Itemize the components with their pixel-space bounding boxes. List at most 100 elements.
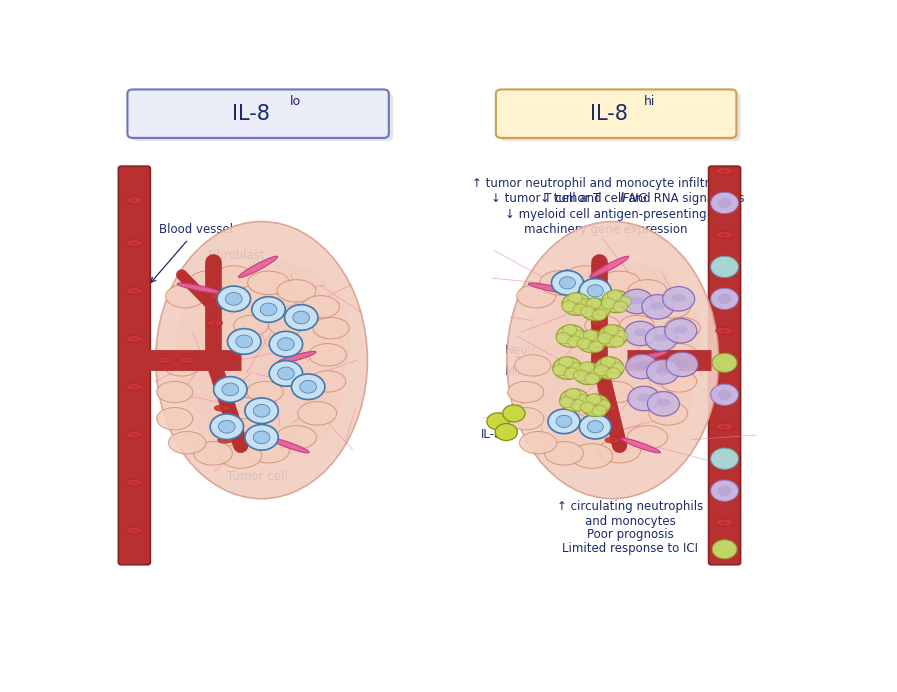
Ellipse shape xyxy=(721,233,727,236)
Circle shape xyxy=(710,448,738,469)
Circle shape xyxy=(553,357,582,379)
Ellipse shape xyxy=(185,359,190,361)
Circle shape xyxy=(579,362,594,373)
Text: Monocyte: Monocyte xyxy=(505,358,635,378)
Text: IL-8: IL-8 xyxy=(590,104,628,124)
Ellipse shape xyxy=(569,264,700,417)
Ellipse shape xyxy=(309,344,346,366)
Circle shape xyxy=(568,336,582,347)
FancyBboxPatch shape xyxy=(496,89,736,138)
Ellipse shape xyxy=(675,357,690,363)
Circle shape xyxy=(604,325,619,336)
Circle shape xyxy=(559,356,573,367)
Ellipse shape xyxy=(598,381,634,403)
Ellipse shape xyxy=(132,199,137,201)
Circle shape xyxy=(213,376,247,402)
Ellipse shape xyxy=(214,405,230,411)
Circle shape xyxy=(601,298,616,309)
Ellipse shape xyxy=(132,529,137,532)
Ellipse shape xyxy=(277,280,316,302)
Ellipse shape xyxy=(247,381,283,403)
Circle shape xyxy=(292,311,309,324)
Ellipse shape xyxy=(132,385,137,388)
Circle shape xyxy=(624,321,657,346)
Circle shape xyxy=(607,290,622,301)
Text: lo: lo xyxy=(290,95,300,109)
Ellipse shape xyxy=(628,352,667,363)
Ellipse shape xyxy=(210,293,225,300)
Ellipse shape xyxy=(620,316,654,336)
Ellipse shape xyxy=(598,271,640,295)
Circle shape xyxy=(628,386,660,411)
Circle shape xyxy=(571,400,586,411)
Ellipse shape xyxy=(126,239,143,246)
Circle shape xyxy=(562,301,576,312)
Ellipse shape xyxy=(649,401,688,425)
Ellipse shape xyxy=(244,298,344,422)
Circle shape xyxy=(260,303,277,316)
Circle shape xyxy=(598,325,627,347)
Circle shape xyxy=(252,297,285,322)
Ellipse shape xyxy=(248,439,290,463)
Ellipse shape xyxy=(716,167,734,174)
Circle shape xyxy=(585,373,599,384)
Ellipse shape xyxy=(602,405,617,411)
Ellipse shape xyxy=(628,280,666,302)
Circle shape xyxy=(210,414,243,439)
Ellipse shape xyxy=(222,439,228,441)
Circle shape xyxy=(269,361,302,386)
Ellipse shape xyxy=(219,407,224,409)
Circle shape xyxy=(642,295,674,319)
Circle shape xyxy=(712,353,737,372)
Ellipse shape xyxy=(126,431,143,438)
Ellipse shape xyxy=(716,327,734,334)
Circle shape xyxy=(300,381,317,393)
Ellipse shape xyxy=(218,264,349,417)
Ellipse shape xyxy=(217,316,343,455)
Ellipse shape xyxy=(202,345,307,461)
Ellipse shape xyxy=(132,242,137,244)
Ellipse shape xyxy=(716,519,734,526)
Ellipse shape xyxy=(180,306,277,425)
Text: machinery gene expression: machinery gene expression xyxy=(524,223,687,235)
Text: IL-8: IL-8 xyxy=(232,104,270,124)
Circle shape xyxy=(710,384,738,406)
Ellipse shape xyxy=(657,399,670,407)
Ellipse shape xyxy=(569,316,693,455)
Circle shape xyxy=(718,293,732,304)
Circle shape xyxy=(284,304,318,330)
Circle shape xyxy=(580,394,610,417)
Ellipse shape xyxy=(627,426,667,449)
Ellipse shape xyxy=(721,170,727,172)
Circle shape xyxy=(236,335,253,348)
Circle shape xyxy=(589,368,604,379)
Text: ↑ circulating neutrophils: ↑ circulating neutrophils xyxy=(557,500,703,513)
Text: IL-8: IL-8 xyxy=(481,428,502,441)
Ellipse shape xyxy=(519,432,557,454)
Circle shape xyxy=(710,256,738,277)
Circle shape xyxy=(588,421,604,433)
Circle shape xyxy=(583,330,597,341)
Circle shape xyxy=(217,286,250,311)
Ellipse shape xyxy=(621,438,660,453)
Ellipse shape xyxy=(544,441,583,465)
Circle shape xyxy=(596,400,611,411)
Ellipse shape xyxy=(179,357,195,363)
Circle shape xyxy=(718,198,732,208)
Ellipse shape xyxy=(585,316,620,336)
Circle shape xyxy=(602,291,631,313)
Ellipse shape xyxy=(633,329,648,336)
Circle shape xyxy=(574,362,603,385)
Circle shape xyxy=(580,298,610,320)
Ellipse shape xyxy=(675,359,689,367)
Ellipse shape xyxy=(248,271,290,295)
Circle shape xyxy=(245,398,278,424)
Ellipse shape xyxy=(553,345,658,461)
Ellipse shape xyxy=(599,295,605,298)
Text: Limited response to ICI: Limited response to ICI xyxy=(562,543,698,555)
Circle shape xyxy=(556,333,570,344)
Ellipse shape xyxy=(161,359,167,361)
Circle shape xyxy=(609,336,624,347)
Circle shape xyxy=(663,286,694,311)
Text: IFNG: IFNG xyxy=(620,192,648,205)
